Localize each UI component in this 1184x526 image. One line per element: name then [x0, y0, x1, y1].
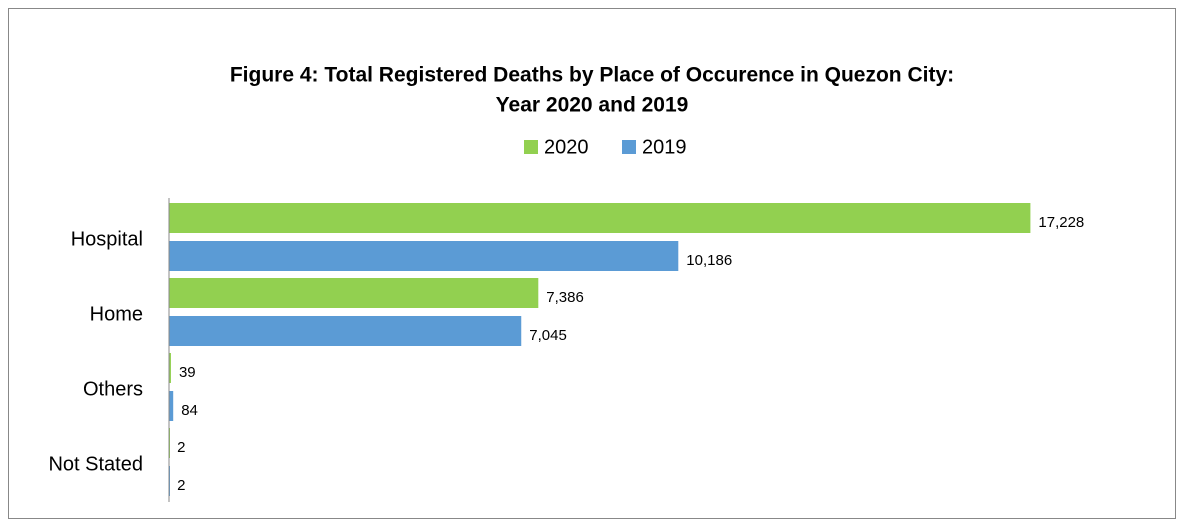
value-label: 7,045 [529, 327, 567, 344]
legend-label: 2019 [642, 136, 687, 158]
bar [169, 353, 171, 383]
chart-title: Year 2020 and 2019 [496, 94, 689, 117]
legend-swatch [524, 140, 538, 154]
bar [169, 241, 679, 271]
category-label: Not Stated [48, 453, 143, 475]
value-label: 2 [177, 477, 185, 494]
legend-swatch [622, 140, 636, 154]
category-label: Home [90, 303, 143, 325]
category-label: Hospital [71, 228, 143, 250]
value-label: 10,186 [686, 252, 732, 269]
value-label: 17,228 [1038, 214, 1084, 231]
bar [169, 203, 1031, 233]
value-label: 39 [179, 364, 196, 381]
value-label: 2 [177, 439, 185, 456]
chart-title: Figure 4: Total Registered Deaths by Pla… [230, 64, 954, 87]
bar [169, 278, 539, 308]
bar [169, 316, 522, 346]
category-label: Others [83, 378, 143, 400]
legend-label: 2020 [544, 136, 589, 158]
value-label: 84 [181, 402, 198, 419]
bar [169, 391, 174, 421]
value-label: 7,386 [546, 289, 584, 306]
